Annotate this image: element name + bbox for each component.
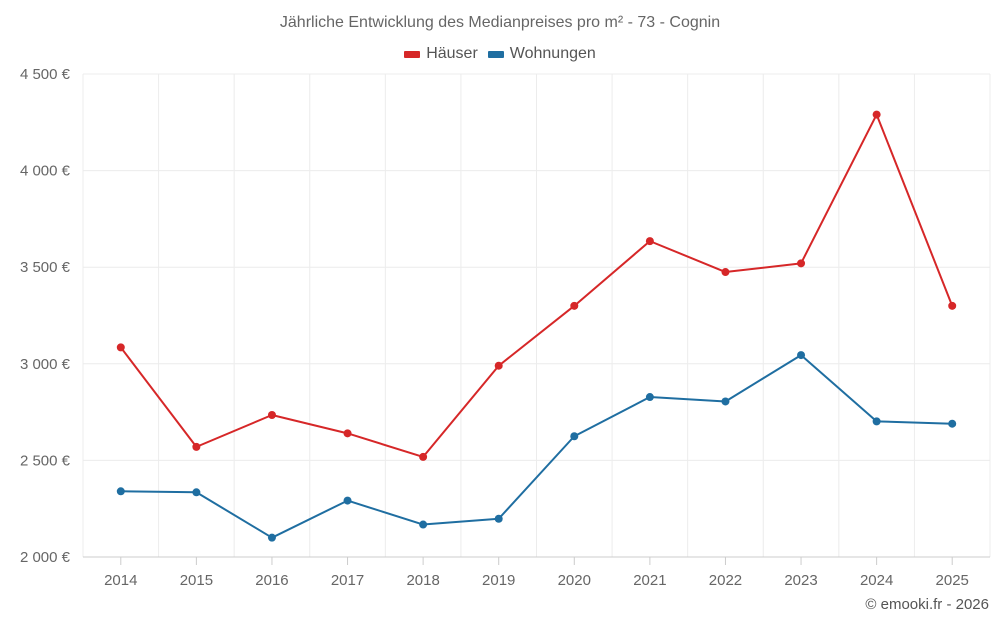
chart-title: Jährliche Entwicklung des Medianpreises … (279, 14, 721, 31)
series-line-wohnungen (120, 354, 953, 539)
y-tick-label: 2 000 € (20, 549, 71, 566)
credit-text: © emooki.fr - 2026 (865, 596, 989, 613)
x-tick-label: 2019 (482, 572, 515, 589)
x-tick-label: 2015 (180, 572, 213, 589)
legend-item-wohnungen[interactable]: Wohnungen (487, 45, 596, 63)
data-point-wohnungen (419, 520, 428, 529)
data-point-haeuser (570, 301, 579, 310)
data-point-haeuser (343, 429, 352, 438)
x-tick-label: 2025 (936, 572, 969, 589)
data-point-wohnungen (343, 496, 352, 505)
y-tick-label: 3 500 € (20, 259, 71, 276)
data-point-haeuser (872, 110, 881, 119)
x-tick-label: 2020 (558, 572, 591, 589)
x-tick-label: 2018 (406, 572, 439, 589)
data-point-wohnungen (721, 397, 730, 406)
data-point-wohnungen (570, 432, 579, 441)
data-point-wohnungen (494, 514, 503, 523)
data-point-haeuser (494, 361, 503, 370)
data-point-wohnungen (192, 488, 201, 497)
data-point-wohnungen (872, 417, 881, 426)
data-point-wohnungen (645, 393, 654, 402)
data-point-wohnungen (267, 533, 276, 542)
x-tick-label: 2023 (784, 572, 817, 589)
data-point-haeuser (419, 452, 428, 461)
legend-swatch-haeuser (404, 50, 421, 58)
legend-item-haeuser[interactable]: Häuser (404, 45, 478, 63)
data-point-haeuser (192, 442, 201, 451)
y-tick-label: 4 500 € (20, 66, 71, 83)
chart-legend: Häuser Wohnungen (0, 45, 1000, 63)
y-tick-label: 3 000 € (20, 356, 71, 373)
data-point-wohnungen (948, 419, 957, 428)
x-tick-label: 2024 (860, 572, 893, 589)
x-tick-label: 2022 (709, 572, 742, 589)
series-line-haeuser (119, 113, 954, 458)
data-point-haeuser (645, 237, 654, 246)
data-point-haeuser (948, 301, 957, 310)
y-tick-label: 4 000 € (20, 163, 71, 180)
legend-swatch-wohnungen (487, 50, 504, 58)
legend-label-haeuser: Häuser (426, 45, 478, 62)
x-tick-label: 2021 (633, 572, 666, 589)
data-point-wohnungen (116, 487, 125, 496)
data-point-haeuser (797, 259, 806, 268)
data-point-haeuser (721, 268, 730, 277)
y-tick-label: 2 500 € (20, 452, 71, 469)
x-tick-label: 2016 (255, 572, 288, 589)
data-point-haeuser (116, 343, 125, 352)
legend-label-wohnungen: Wohnungen (509, 45, 596, 62)
data-point-haeuser (267, 410, 276, 419)
x-tick-label: 2014 (104, 572, 137, 589)
data-point-wohnungen (797, 351, 806, 360)
x-tick-label: 2017 (331, 572, 364, 589)
